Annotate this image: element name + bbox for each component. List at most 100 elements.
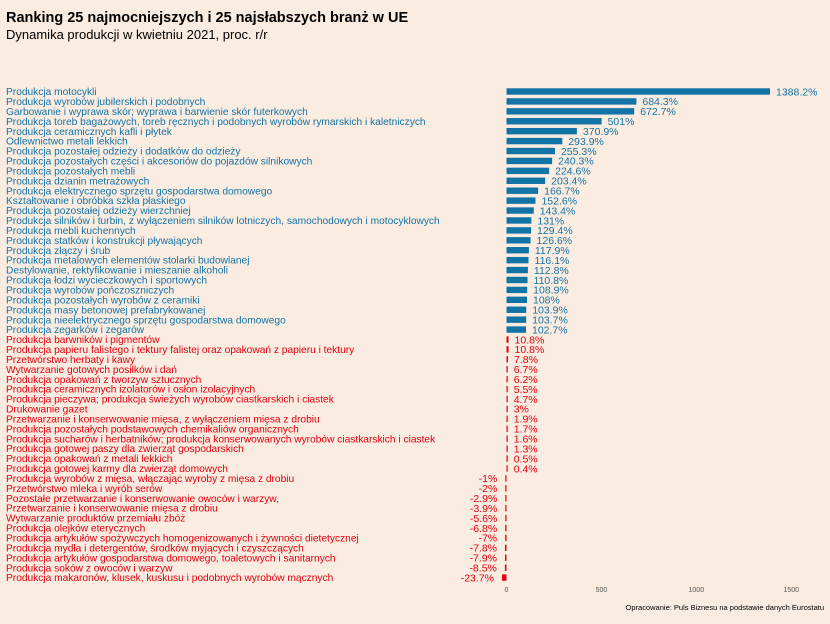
category-label: Odlewnictwo metali lekkich bbox=[6, 137, 128, 148]
category-label: Produkcja zegarków i zegarów bbox=[6, 325, 145, 336]
category-label: Produkcja silników i turbin, z wyłączeni… bbox=[6, 216, 440, 227]
bar bbox=[504, 564, 507, 571]
bar bbox=[506, 266, 528, 274]
bar bbox=[506, 395, 508, 403]
category-label: Produkcja elektrycznego sprzętu gospodar… bbox=[6, 186, 272, 197]
category-label: Produkcja złączy i śrub bbox=[6, 246, 111, 257]
value-label: 126.6% bbox=[537, 235, 573, 247]
bar bbox=[506, 256, 529, 264]
bar bbox=[506, 405, 508, 413]
bar bbox=[506, 237, 531, 244]
bar bbox=[506, 306, 527, 313]
bar bbox=[506, 227, 532, 234]
category-label: Pozostałe przetwarzanie i konserwowanie … bbox=[6, 494, 279, 505]
category-label: Produkcja mebli kuchennych bbox=[6, 226, 136, 237]
bar bbox=[506, 296, 527, 304]
category-label: Produkcja gotowej karmy dla zwierząt dom… bbox=[6, 464, 228, 475]
value-label: 370.9% bbox=[583, 126, 619, 138]
value-label: 672.7% bbox=[640, 106, 676, 118]
category-label: Przetwarzanie i konserwowanie mięsa z dr… bbox=[6, 504, 218, 515]
category-label: Produkcja ceramicznych kafli i płytek bbox=[6, 127, 173, 138]
value-label: 110.8% bbox=[534, 275, 569, 287]
value-label: 102.7% bbox=[532, 324, 568, 336]
value-label: 131% bbox=[537, 215, 564, 227]
category-label: Produkcja pieczywa; produkcja świeżych w… bbox=[6, 395, 335, 406]
value-label: 116.1% bbox=[535, 255, 570, 267]
value-label: -2.9% bbox=[470, 493, 497, 505]
category-label: Produkcja statków i konstrukcji pływając… bbox=[6, 236, 202, 247]
bars bbox=[502, 88, 770, 581]
bar bbox=[506, 147, 555, 155]
category-label: Produkcja artykułów spożywczych homogeni… bbox=[6, 534, 359, 545]
value-label: 224.6% bbox=[555, 166, 591, 178]
bar bbox=[506, 425, 508, 432]
category-label: Produkcja motocykli bbox=[6, 87, 97, 98]
bar bbox=[505, 534, 507, 542]
bar bbox=[506, 157, 553, 165]
value-label: 103.7% bbox=[532, 314, 568, 326]
value-label: -6.8% bbox=[470, 523, 497, 535]
bar bbox=[506, 98, 637, 105]
value-label: 293.9% bbox=[568, 136, 604, 148]
bar bbox=[506, 247, 529, 254]
source-note: Opracowanie: Puls Biznesu na podstawie d… bbox=[625, 603, 824, 612]
x-tick-label: 1000 bbox=[689, 587, 705, 594]
category-label: Produkcja wyrobów jubilerskich i podobny… bbox=[6, 97, 205, 108]
bar bbox=[505, 475, 507, 482]
x-tick-label: 0 bbox=[505, 587, 509, 594]
bar bbox=[505, 544, 507, 552]
category-label: Produkcja pozostałej odzieży i dodatków … bbox=[6, 147, 241, 158]
bar bbox=[506, 127, 577, 135]
value-label: 152.6% bbox=[541, 195, 577, 207]
bar bbox=[506, 385, 508, 393]
category-label: Przetwórstwo mleka i wyrób serów bbox=[6, 484, 163, 495]
bar bbox=[506, 366, 508, 373]
value-label: -23.7% bbox=[461, 572, 494, 584]
value-label: 255.3% bbox=[561, 146, 597, 158]
value-label: 166.7% bbox=[544, 186, 580, 198]
category-label: Produkcja papieru falistego i tektury fa… bbox=[6, 345, 355, 356]
bar bbox=[506, 356, 508, 363]
bar bbox=[502, 574, 507, 581]
category-label: Produkcja gotowej paszy dla zwierząt gos… bbox=[6, 444, 244, 455]
bar bbox=[505, 554, 507, 561]
bar bbox=[506, 108, 635, 115]
category-label: Produkcja masy betonowej prefabrykowanej bbox=[6, 305, 205, 316]
value-label: 4.7% bbox=[514, 394, 538, 406]
value-label: -2% bbox=[479, 483, 498, 495]
bar bbox=[505, 524, 507, 532]
value-label: 129.4% bbox=[537, 225, 573, 237]
bar bbox=[506, 286, 528, 294]
value-label: 5.5% bbox=[514, 384, 538, 396]
category-label: Produkcja barwników i pigmentów bbox=[6, 335, 160, 346]
category-label: Produkcja metalowych elementów stolarki … bbox=[6, 256, 250, 267]
value-label: 1.7% bbox=[514, 424, 538, 436]
category-label: Produkcja olejków eterycznych bbox=[6, 524, 145, 535]
value-label: 6.2% bbox=[514, 374, 538, 386]
category-label: Produkcja pozostałych wyrobów z ceramiki bbox=[6, 295, 200, 306]
value-label: -8.5% bbox=[469, 562, 496, 574]
x-axis: 0 500 1000 1500 bbox=[505, 587, 800, 594]
value-label: 0.5% bbox=[514, 453, 538, 465]
chart-title: Ranking 25 najmocniejszych i 25 najsłabs… bbox=[6, 10, 409, 26]
value-label: 108.9% bbox=[533, 285, 569, 297]
category-label: Produkcja sucharów i herbatników; produk… bbox=[6, 434, 436, 445]
category-label: Przetwórstwo herbaty i kawy bbox=[6, 355, 136, 366]
category-label: Produkcja opakowań z tworzyw sztucznych bbox=[6, 375, 201, 386]
value-label: 3% bbox=[514, 404, 529, 416]
category-label: Produkcja mydła i detergentów, środków m… bbox=[6, 543, 304, 554]
category-label: Destylowanie, rektyfikowanie i mieszanie… bbox=[6, 266, 228, 277]
category-label: Wytwarzanie gotowych posiłków i dań bbox=[6, 365, 177, 376]
bar bbox=[506, 217, 532, 224]
bar bbox=[506, 435, 508, 442]
category-label: Produkcja ceramicznych izolatorów i osło… bbox=[6, 385, 255, 396]
bar bbox=[506, 118, 602, 125]
category-label: Produkcja wyrobów pończoszniczych bbox=[6, 286, 174, 297]
bar bbox=[506, 177, 546, 184]
category-label: Produkcja wyrobów z mięsa, włączając wyr… bbox=[6, 474, 294, 485]
value-label: -7% bbox=[478, 533, 497, 545]
value-label: 0.4% bbox=[514, 463, 538, 475]
bar bbox=[506, 207, 534, 214]
category-label: Drukowanie gazet bbox=[6, 405, 88, 416]
